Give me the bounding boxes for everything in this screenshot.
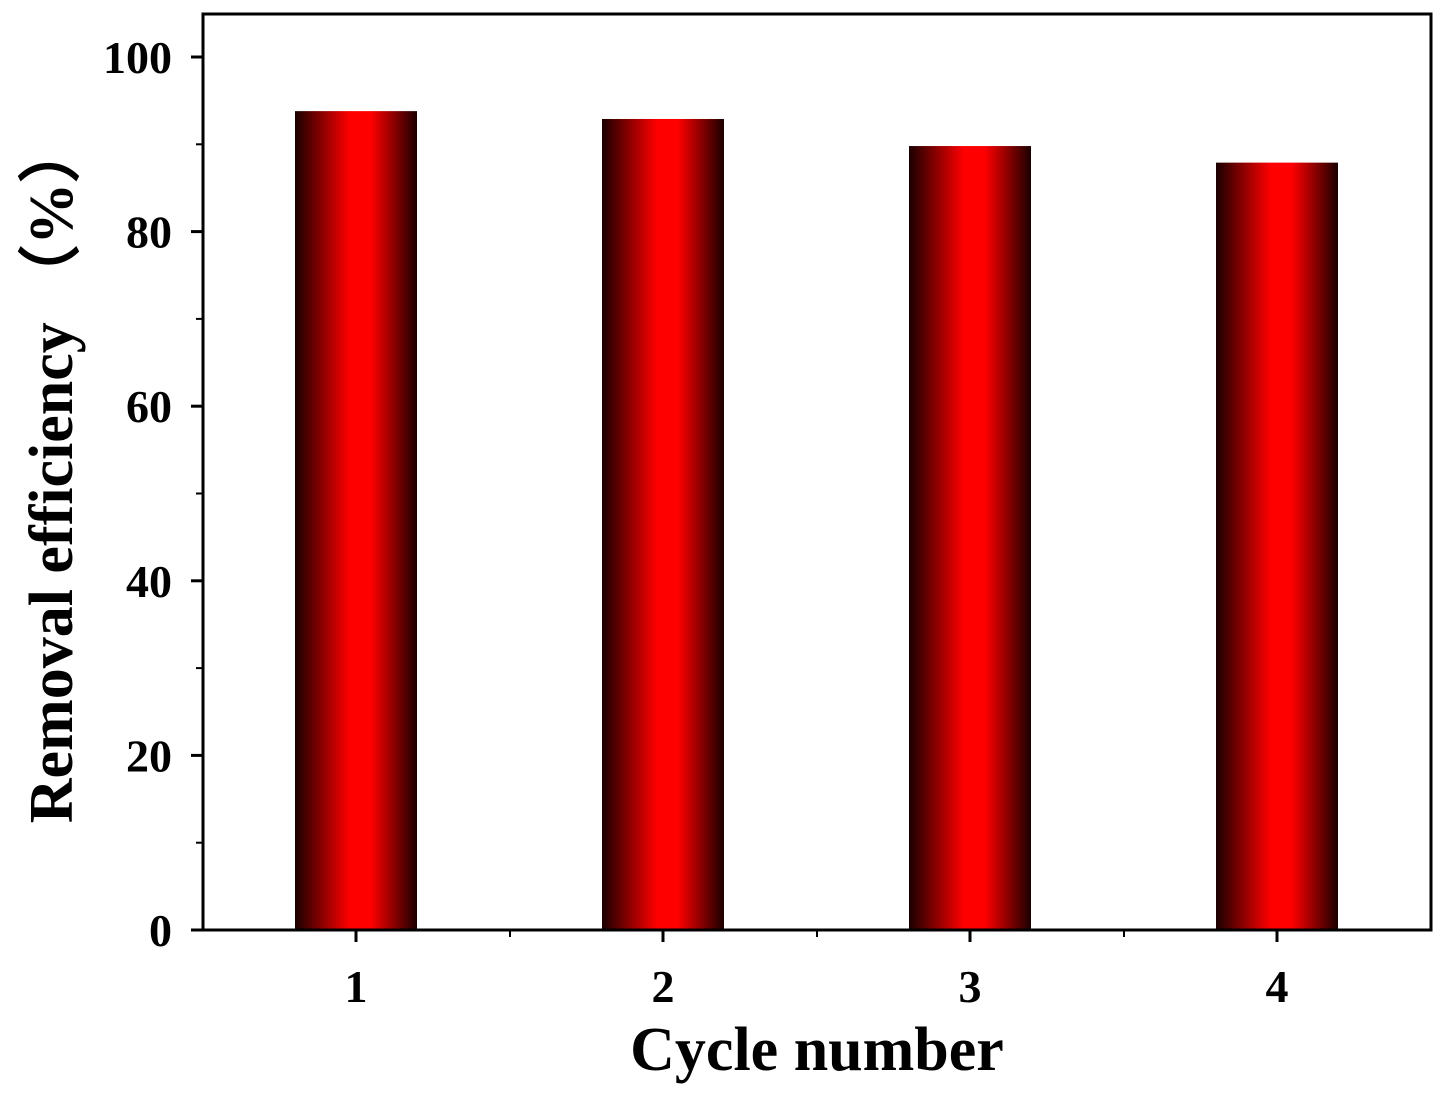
y-axis: 0 20 40 60 80 100 xyxy=(103,32,203,956)
y-tick-label: 40 xyxy=(126,556,172,607)
bar-cycle-1 xyxy=(295,111,417,931)
x-tick-label: 3 xyxy=(959,961,982,1012)
y-tick-label: 20 xyxy=(126,730,172,781)
x-axis: 1 2 3 4 xyxy=(345,930,1289,1012)
y-axis-title: Removal efficiency （%） xyxy=(16,121,86,823)
bar-cycle-3 xyxy=(909,146,1031,930)
bars-group xyxy=(295,111,1338,931)
x-tick-label: 1 xyxy=(345,961,368,1012)
y-tick-label: 100 xyxy=(103,32,172,83)
bar-cycle-2 xyxy=(602,118,724,930)
y-tick-label: 0 xyxy=(149,905,172,956)
x-tick-label: 4 xyxy=(1266,961,1289,1012)
x-tick-label: 2 xyxy=(652,961,675,1012)
bar-cycle-4 xyxy=(1216,162,1338,930)
x-axis-title: Cycle number xyxy=(630,1016,1004,1084)
y-tick-label: 60 xyxy=(126,381,172,432)
y-tick-label: 80 xyxy=(126,207,172,258)
